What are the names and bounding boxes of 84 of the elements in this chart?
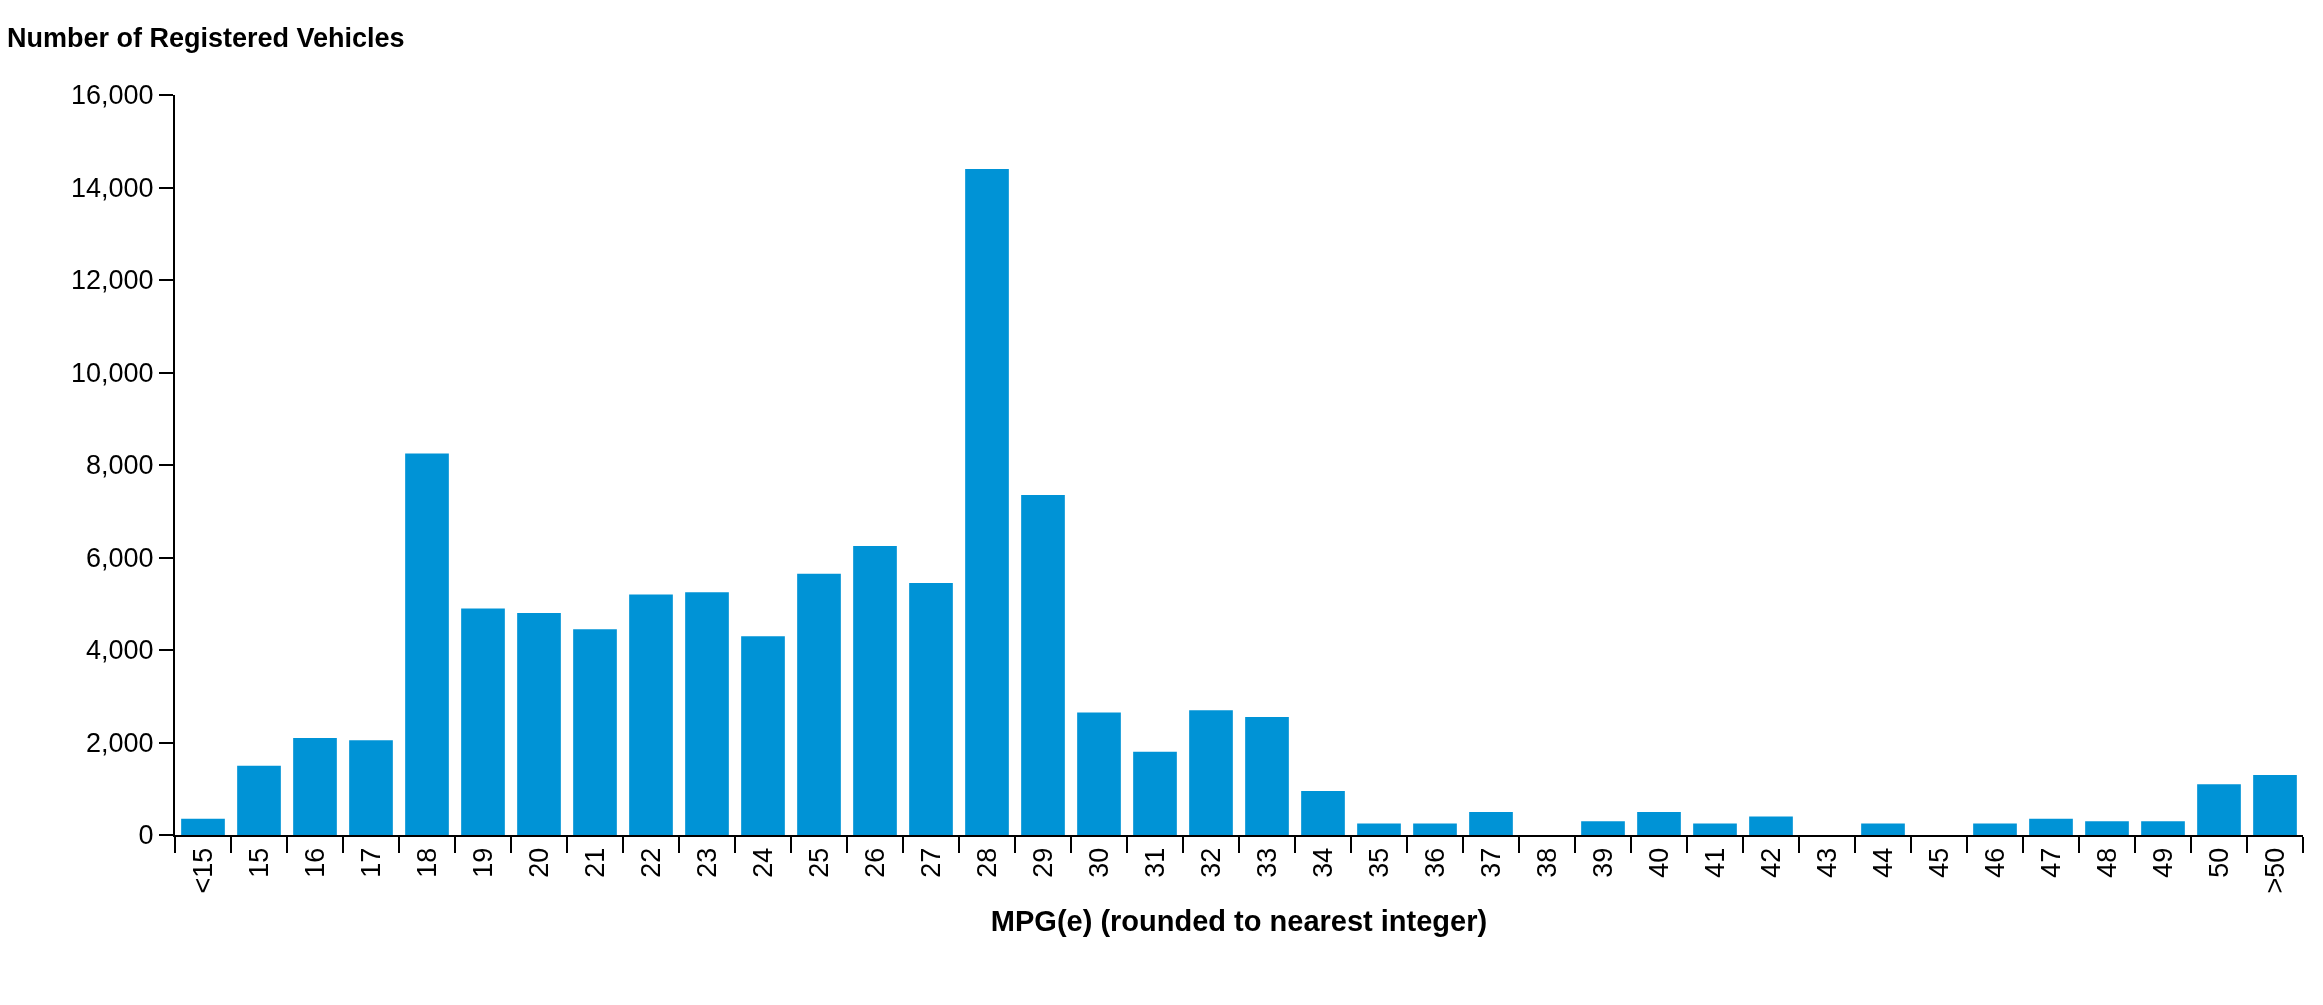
- bar: [293, 737, 337, 835]
- x-tick-label: 48: [2091, 847, 2122, 878]
- x-tick-label: 31: [1139, 847, 1170, 878]
- y-tick-label: 0: [138, 820, 154, 851]
- x-tick-label: 24: [747, 847, 778, 878]
- bar: [1413, 823, 1457, 835]
- bar: [1749, 816, 1793, 835]
- bar: [741, 636, 785, 835]
- bar: [517, 613, 561, 835]
- bar: [2085, 821, 2129, 835]
- bar: [1077, 712, 1121, 835]
- y-tick-label: 16,000: [71, 80, 154, 111]
- bar: [1245, 717, 1289, 835]
- bar: [1189, 710, 1233, 835]
- x-tick-label: 20: [523, 847, 554, 878]
- y-tick-label: 4,000: [86, 635, 154, 666]
- x-tick-label: 22: [635, 847, 666, 878]
- y-axis-title: Number of Registered Vehicles: [7, 23, 405, 53]
- bar: [461, 608, 505, 835]
- bar: [349, 740, 393, 835]
- bar: [1469, 811, 1513, 835]
- x-tick-label: 27: [915, 847, 946, 878]
- x-tick-label: 18: [411, 847, 442, 878]
- y-tick-label: 8,000: [86, 450, 154, 481]
- x-tick-label: 49: [2147, 847, 2178, 878]
- x-tick-label: 28: [971, 847, 1002, 878]
- y-tick-label: 2,000: [86, 727, 154, 758]
- x-tick-label: 26: [859, 847, 890, 878]
- x-tick-label: 44: [1867, 847, 1898, 878]
- x-tick-label: 47: [2035, 847, 2066, 878]
- x-tick-label: 33: [1251, 847, 1282, 878]
- bar: [573, 629, 617, 835]
- x-tick-label: 43: [1811, 847, 1842, 878]
- bar: [685, 592, 729, 835]
- x-tick-label: 46: [1979, 847, 2010, 878]
- x-tick-label: 38: [1531, 847, 1562, 878]
- x-tick-label: 39: [1587, 847, 1618, 878]
- x-axis-title: MPG(e) (rounded to nearest integer): [990, 904, 1488, 937]
- bar: [1021, 495, 1065, 835]
- x-tick-label: 23: [691, 847, 722, 878]
- bar: [181, 818, 225, 835]
- bar: [909, 582, 953, 835]
- x-tick-label: 45: [1923, 847, 1954, 878]
- x-tick-label: 25: [803, 847, 834, 878]
- y-tick-label: 14,000: [71, 172, 154, 203]
- y-tick-label: 10,000: [71, 357, 154, 388]
- bar: [2197, 784, 2241, 835]
- x-tick-label: 37: [1475, 847, 1506, 878]
- bar: [1693, 823, 1737, 835]
- x-tick-label: 32: [1195, 847, 1226, 878]
- x-tick-label: 41: [1699, 847, 1730, 878]
- x-tick-label: 21: [579, 847, 610, 878]
- x-tick-label: 35: [1363, 847, 1394, 878]
- x-tick-label: <15: [187, 847, 218, 894]
- x-tick-label: 17: [355, 847, 386, 878]
- x-tick-label: 16: [299, 847, 330, 878]
- bar: [1301, 791, 1345, 835]
- y-tick-label: 12,000: [71, 265, 154, 296]
- x-tick-label: 30: [1083, 847, 1114, 878]
- bar: [1637, 811, 1681, 835]
- bar: [237, 765, 281, 835]
- bar: [405, 453, 449, 835]
- x-tick-label: 42: [1755, 847, 1786, 878]
- x-tick-label: >50: [2259, 847, 2290, 894]
- bar: [1581, 821, 1625, 835]
- x-tick-label: 36: [1419, 847, 1450, 878]
- bar: [2029, 818, 2073, 835]
- x-tick-label: 50: [2203, 847, 2234, 878]
- x-tick-label: 15: [243, 847, 274, 878]
- bar: [965, 169, 1009, 835]
- bar: [629, 594, 673, 835]
- bar: [1357, 823, 1401, 835]
- x-tick-label: 40: [1643, 847, 1674, 878]
- x-tick-label: 29: [1027, 847, 1058, 878]
- y-tick-label: 6,000: [86, 542, 154, 573]
- bar: [2253, 774, 2297, 835]
- bar: [1861, 823, 1905, 835]
- bar: [1973, 823, 2017, 835]
- x-tick-label: 19: [467, 847, 498, 878]
- bar: [797, 573, 841, 835]
- bar: [853, 545, 897, 835]
- bar: [1133, 751, 1177, 835]
- x-tick-label: 34: [1307, 847, 1338, 878]
- bar: [2141, 821, 2185, 835]
